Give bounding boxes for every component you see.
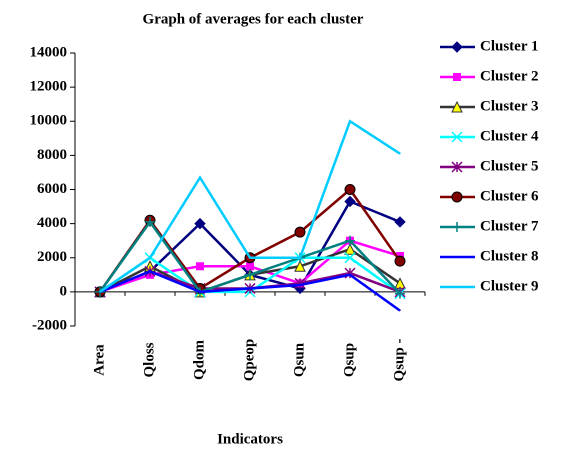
x-tick-label: Qdom: [191, 339, 207, 380]
marker: [194, 217, 206, 230]
legend-label: Cluster 1: [480, 38, 538, 54]
marker: [451, 161, 463, 173]
y-tick-label: -2000: [32, 317, 67, 333]
y-tick-label: 8000: [37, 147, 67, 163]
x-axis-title: Indicators: [217, 431, 283, 447]
y-tick-label: 0: [60, 283, 68, 299]
x-tick-label: Area: [91, 344, 107, 376]
legend-label: Cluster 8: [480, 248, 538, 264]
x-tick-label: Qsup -: [391, 339, 407, 382]
marker: [344, 195, 356, 208]
legend-label: Cluster 4: [480, 128, 539, 144]
legend-label: Cluster 2: [480, 68, 538, 84]
marker: [451, 41, 463, 53]
legend-label: Cluster 3: [480, 98, 538, 114]
marker: [344, 243, 356, 255]
marker: [196, 262, 204, 271]
legend-label: Cluster 6: [480, 188, 539, 204]
marker: [245, 269, 255, 280]
y-tick-label: 10000: [30, 113, 68, 129]
marker: [453, 73, 461, 81]
y-tick-label: 6000: [37, 181, 67, 197]
marker: [452, 222, 462, 232]
y-tick-label: 12000: [30, 79, 68, 95]
marker: [394, 216, 406, 228]
chart-title: Graph of averages for each cluster: [143, 11, 364, 27]
x-tick-label: Qpeop: [241, 339, 257, 382]
marker: [451, 191, 463, 203]
marker: [294, 226, 306, 238]
y-tick-label: 4000: [37, 215, 67, 231]
marker: [395, 288, 405, 299]
marker: [345, 235, 355, 246]
legend-label: Cluster 7: [480, 218, 539, 234]
series: [99, 119, 401, 293]
legend-label: Cluster 9: [480, 278, 538, 294]
marker: [451, 100, 463, 113]
marker: [294, 260, 306, 272]
marker: [451, 131, 463, 143]
marker: [394, 255, 406, 267]
y-tick-label: 14000: [30, 44, 68, 60]
x-tick-label: Qloss: [141, 342, 157, 377]
marker: [246, 262, 254, 271]
marker: [344, 252, 356, 264]
marker: [294, 277, 306, 289]
marker: [344, 184, 356, 195]
x-tick-label: Qsun: [291, 342, 307, 377]
x-tick-label: Qsup: [341, 343, 357, 377]
marker: [145, 216, 155, 227]
y-tick-label: 2000: [37, 249, 67, 265]
legend-label: Cluster 5: [480, 158, 538, 174]
